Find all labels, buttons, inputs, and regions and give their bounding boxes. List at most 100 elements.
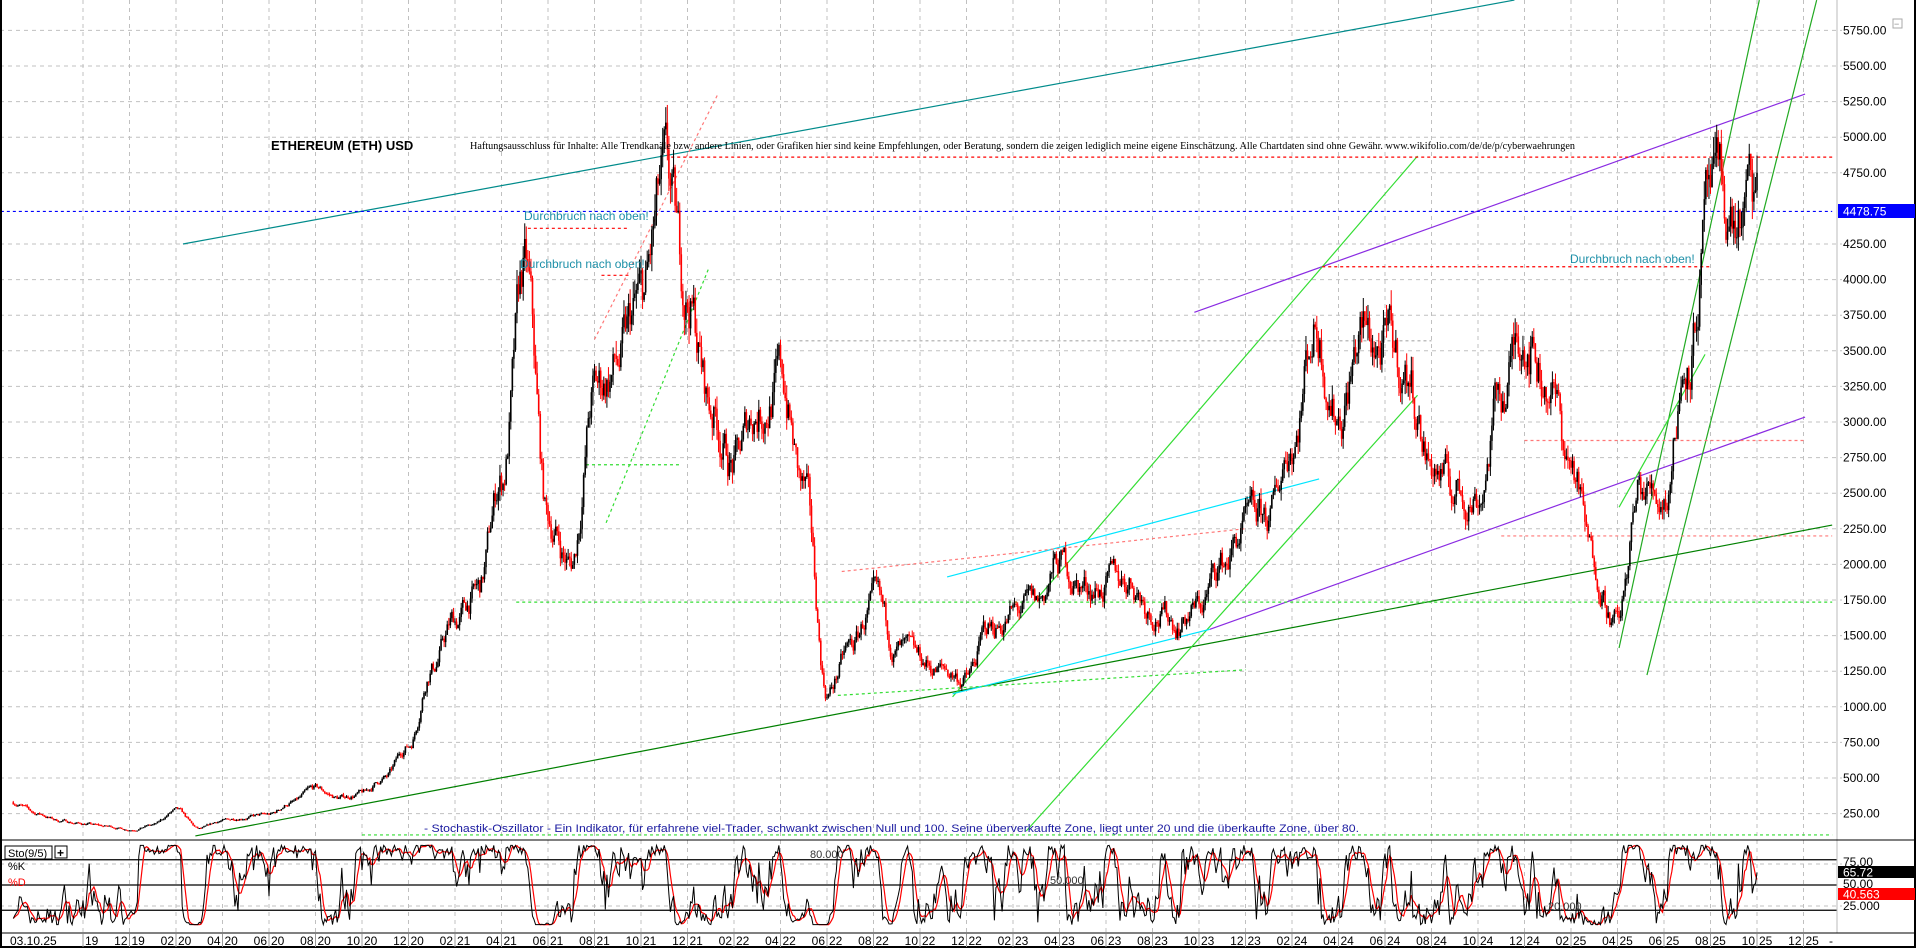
- candle[interactable]: [939, 663, 941, 667]
- candle[interactable]: [996, 627, 999, 629]
- candle[interactable]: [23, 805, 25, 807]
- candle[interactable]: [20, 804, 22, 806]
- candle[interactable]: [410, 746, 413, 749]
- candle[interactable]: [658, 179, 661, 184]
- candle[interactable]: [172, 809, 174, 812]
- candle[interactable]: [100, 825, 103, 827]
- candle[interactable]: [947, 669, 949, 676]
- candle[interactable]: [66, 821, 69, 823]
- candle[interactable]: [46, 816, 49, 818]
- candle[interactable]: [274, 812, 276, 814]
- candle[interactable]: [1729, 206, 1732, 227]
- candle[interactable]: [739, 448, 741, 451]
- candle[interactable]: [973, 662, 976, 664]
- candle[interactable]: [325, 793, 328, 795]
- candle[interactable]: [740, 439, 743, 451]
- candle[interactable]: [55, 819, 58, 821]
- candle[interactable]: [541, 458, 543, 463]
- candle[interactable]: [316, 784, 318, 787]
- candle[interactable]: [1574, 480, 1577, 482]
- candle[interactable]: [1441, 468, 1444, 474]
- candle[interactable]: [885, 602, 887, 621]
- candle[interactable]: [220, 820, 222, 822]
- candle[interactable]: [491, 515, 493, 529]
- candle[interactable]: [427, 681, 430, 683]
- candle[interactable]: [675, 205, 678, 213]
- candle[interactable]: [568, 556, 571, 559]
- candle[interactable]: [1444, 454, 1447, 463]
- candle[interactable]: [1109, 560, 1112, 565]
- candle[interactable]: [1481, 502, 1484, 504]
- candle[interactable]: [1502, 401, 1504, 413]
- candle[interactable]: [576, 540, 579, 556]
- candle[interactable]: [1188, 616, 1191, 622]
- candle[interactable]: [553, 535, 555, 542]
- candle[interactable]: [689, 301, 692, 329]
- candle[interactable]: [345, 796, 348, 798]
- candle[interactable]: [474, 583, 476, 586]
- candle[interactable]: [584, 456, 586, 475]
- candle[interactable]: [1161, 607, 1163, 615]
- candle[interactable]: [443, 638, 445, 643]
- candle[interactable]: [582, 474, 585, 508]
- candle[interactable]: [562, 552, 565, 555]
- candle[interactable]: [463, 599, 466, 603]
- candle[interactable]: [964, 672, 966, 678]
- candle[interactable]: [575, 554, 577, 556]
- candle[interactable]: [601, 387, 604, 396]
- candle[interactable]: [14, 804, 16, 806]
- candle[interactable]: [387, 773, 390, 777]
- candle[interactable]: [1382, 325, 1385, 343]
- candle[interactable]: [1523, 350, 1526, 367]
- candle[interactable]: [1750, 153, 1752, 171]
- candle[interactable]: [581, 507, 583, 530]
- candle[interactable]: [1618, 611, 1620, 618]
- candle[interactable]: [1570, 460, 1572, 468]
- candle[interactable]: [1181, 618, 1183, 633]
- candle[interactable]: [520, 271, 523, 287]
- candle[interactable]: [454, 621, 456, 623]
- candle[interactable]: [971, 662, 974, 667]
- candle[interactable]: [1007, 614, 1010, 623]
- candle[interactable]: [277, 809, 280, 811]
- candle[interactable]: [234, 819, 236, 821]
- candle[interactable]: [1751, 170, 1754, 202]
- candle[interactable]: [528, 261, 531, 272]
- candle[interactable]: [677, 210, 679, 213]
- candle[interactable]: [430, 663, 433, 674]
- candle[interactable]: [1019, 612, 1022, 614]
- candle[interactable]: [1348, 381, 1351, 404]
- candle[interactable]: [1688, 367, 1690, 384]
- candle[interactable]: [768, 406, 771, 429]
- candle[interactable]: [1021, 602, 1024, 613]
- candle[interactable]: [572, 565, 574, 569]
- candle[interactable]: [1494, 382, 1496, 399]
- candle[interactable]: [378, 783, 380, 785]
- candle[interactable]: [1136, 593, 1138, 598]
- candle[interactable]: [1241, 520, 1244, 529]
- candle[interactable]: [1236, 545, 1239, 547]
- candle[interactable]: [341, 794, 343, 797]
- candle[interactable]: [1689, 383, 1692, 390]
- candle[interactable]: [660, 155, 662, 180]
- candle[interactable]: [1345, 392, 1348, 406]
- candle[interactable]: [217, 822, 219, 824]
- candle[interactable]: [669, 178, 672, 186]
- candle[interactable]: [49, 817, 52, 819]
- candle[interactable]: [1608, 612, 1611, 625]
- candle[interactable]: [1402, 380, 1405, 384]
- candle[interactable]: [201, 827, 204, 829]
- candle[interactable]: [254, 814, 256, 816]
- candle[interactable]: [861, 624, 864, 629]
- candle[interactable]: [840, 653, 842, 665]
- candle[interactable]: [655, 178, 658, 211]
- candle[interactable]: [1613, 610, 1616, 617]
- candle[interactable]: [27, 806, 30, 809]
- candle[interactable]: [1050, 572, 1053, 574]
- candle[interactable]: [364, 789, 366, 791]
- candle[interactable]: [1179, 632, 1182, 636]
- candle[interactable]: [1556, 390, 1558, 395]
- candle[interactable]: [823, 672, 825, 687]
- candle[interactable]: [1652, 483, 1654, 490]
- candle[interactable]: [799, 470, 802, 481]
